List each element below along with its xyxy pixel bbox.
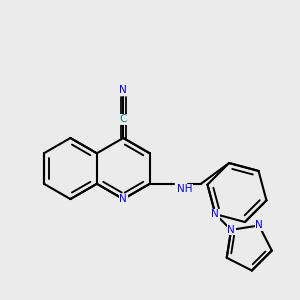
Text: NH: NH	[177, 184, 193, 194]
Text: N: N	[119, 194, 127, 204]
Text: N: N	[255, 220, 263, 230]
Text: N: N	[212, 209, 219, 219]
Text: N: N	[119, 85, 127, 95]
Text: N: N	[227, 225, 235, 235]
Text: C: C	[120, 115, 127, 124]
